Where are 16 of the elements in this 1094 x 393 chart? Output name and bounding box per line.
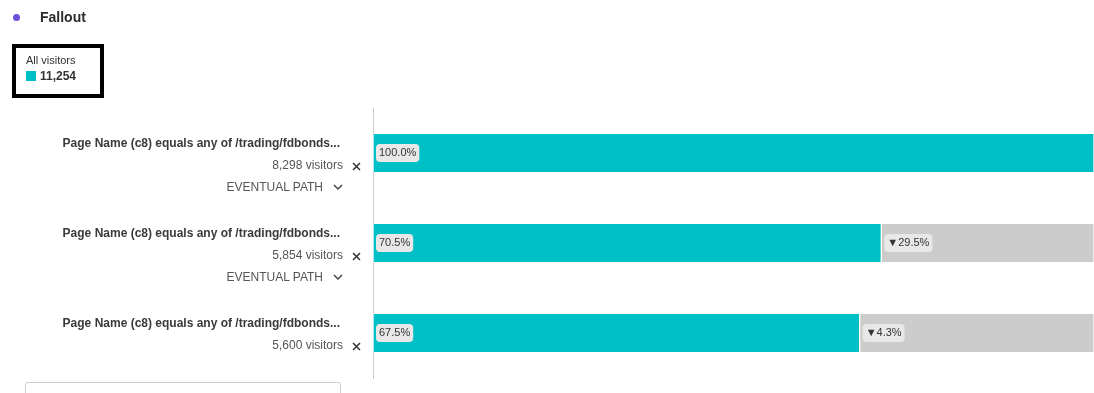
annotation: ▼4.3% (865, 326, 902, 339)
data-label: 70.5% (379, 236, 411, 249)
annotation: ▼29.5% (887, 236, 930, 249)
legend-label: 11,254 (40, 69, 77, 83)
data-label: 100.0% (379, 146, 417, 159)
y-tick-label: Page Name (c8) equals any of /trading/fdbonds... (62, 316, 340, 331)
text: EVENTUAL PATH (226, 180, 323, 195)
y-tick-label: Page Name (c8) equals any of /trading/fdbonds... (62, 226, 340, 241)
y-tick-label: Page Name (c8) equals any of /trading/fdbonds... (62, 136, 340, 151)
text: 5,854 visitors (272, 248, 343, 263)
text: 8,298 visitors (272, 158, 343, 173)
text: 5,600 visitors (272, 338, 343, 353)
text: EVENTUAL PATH (226, 270, 323, 285)
data-label: 67.5% (379, 326, 411, 339)
text: Fallout (40, 9, 86, 25)
legend-title: All visitors (26, 54, 77, 66)
